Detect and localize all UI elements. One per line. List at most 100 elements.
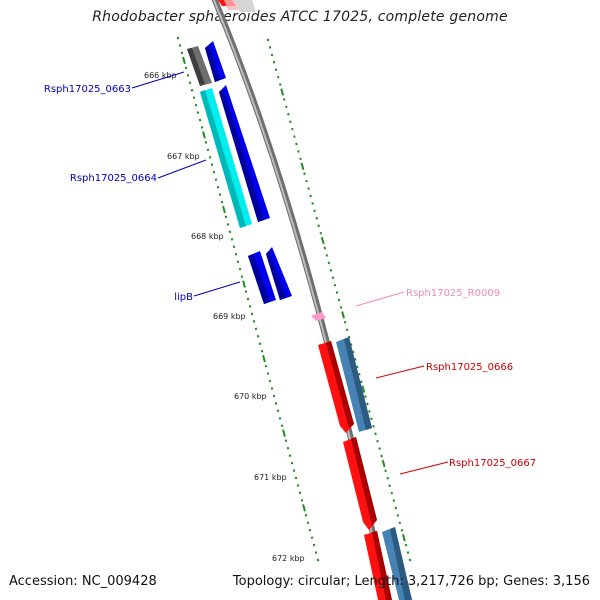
- minor-tick: [282, 98, 286, 101]
- major-tick: [361, 385, 366, 393]
- gene-feature-0663[interactable]: [205, 41, 226, 82]
- minor-tick: [204, 141, 208, 144]
- minor-tick: [300, 499, 304, 502]
- minor-tick: [293, 135, 296, 138]
- major-tick: [302, 504, 306, 512]
- tick-label: 672 kbp: [272, 554, 305, 563]
- major-tick: [262, 355, 266, 363]
- minor-tick: [291, 127, 294, 131]
- major-tick: [242, 280, 246, 288]
- gene-feature-lipB[interactable]: [266, 247, 292, 300]
- minor-tick: [236, 260, 240, 264]
- minor-tick: [372, 424, 375, 428]
- minor-tick: [232, 245, 236, 249]
- minor-tick: [376, 439, 379, 443]
- gene-label-0664[interactable]: Rsph17025_0664: [70, 173, 157, 184]
- gene-feature-grey[interactable]: [187, 46, 212, 86]
- minor-tick: [266, 38, 270, 42]
- gene-label-0667[interactable]: Rsph17025_0667: [449, 458, 536, 469]
- major-tick: [282, 429, 286, 437]
- major-tick: [202, 131, 206, 139]
- minor-tick: [313, 209, 316, 213]
- minor-tick: [266, 372, 270, 375]
- minor-tick: [309, 194, 312, 198]
- gene-feature-lipB-left[interactable]: [248, 251, 276, 304]
- minor-tick: [333, 283, 337, 287]
- gene-label-0663[interactable]: Rsph17025_0663: [44, 84, 131, 95]
- tick-label: 667 kbp: [167, 152, 200, 161]
- minor-tick: [220, 200, 224, 204]
- minor-tick: [256, 334, 260, 338]
- gene-feature-0664-cyan[interactable]: [200, 88, 252, 228]
- minor-tick: [198, 118, 202, 122]
- right-ruler: [266, 38, 412, 562]
- minor-tick: [224, 215, 228, 219]
- minor-tick: [260, 349, 264, 353]
- genome-summary-text: Topology: circular; Length: 3,217,726 bp…: [232, 574, 590, 589]
- minor-tick: [308, 528, 312, 532]
- gene-label-lipB[interactable]: lipB: [174, 292, 193, 303]
- tick-label: 669 kbp: [213, 312, 246, 321]
- tick-label: 666 kbp: [144, 71, 177, 80]
- minor-tick: [272, 60, 276, 64]
- minor-tick: [270, 387, 274, 390]
- major-tick: [280, 88, 285, 96]
- minor-tick: [178, 44, 182, 47]
- tick-label: 668 kbp: [191, 232, 224, 241]
- gene-feature-0667[interactable]: [343, 437, 377, 530]
- minor-tick: [186, 73, 190, 77]
- minor-tick: [238, 267, 242, 271]
- minor-tick: [290, 461, 294, 465]
- major-tick: [222, 205, 226, 214]
- left-ruler: [176, 36, 320, 562]
- major-tick: [300, 162, 305, 170]
- minor-tick: [380, 454, 383, 458]
- gene-feature-0664[interactable]: [219, 85, 270, 222]
- minor-tick: [406, 551, 410, 554]
- minor-tick: [306, 521, 310, 525]
- minor-tick: [310, 536, 314, 539]
- rna-feature-R0009[interactable]: [311, 312, 326, 321]
- minor-tick: [228, 230, 232, 234]
- minor-tick: [388, 484, 391, 488]
- minor-tick: [258, 342, 262, 346]
- minor-tick: [351, 350, 355, 354]
- minor-tick: [216, 185, 220, 189]
- minor-tick: [358, 372, 361, 376]
- minor-tick: [378, 447, 381, 450]
- minor-tick: [250, 312, 254, 316]
- gene-feature-0666[interactable]: [318, 341, 354, 433]
- map-title: Rhodobacter sphaeroides ATCC 17025, comp…: [92, 9, 508, 25]
- minor-tick: [297, 150, 300, 153]
- minor-tick: [316, 558, 320, 562]
- gene-feature-steelblue-2[interactable]: [382, 527, 412, 600]
- tick-label: 671 kbp: [254, 473, 287, 482]
- minor-tick: [278, 417, 282, 420]
- tick-label: 670 kbp: [234, 392, 267, 401]
- minor-tick: [356, 365, 359, 369]
- minor-tick: [212, 170, 216, 174]
- minor-tick: [289, 120, 292, 124]
- gene-feature-steelblue-1[interactable]: [336, 337, 372, 432]
- minor-tick: [329, 268, 333, 272]
- minor-tick: [323, 246, 327, 250]
- minor-tick: [299, 157, 302, 161]
- major-tick: [381, 459, 386, 468]
- gene-feature-bottom-red[interactable]: [364, 531, 392, 600]
- minor-tick: [364, 395, 367, 398]
- gene-label-0666[interactable]: Rsph17025_0666: [426, 362, 513, 373]
- minor-tick: [218, 193, 222, 196]
- minor-tick: [285, 105, 288, 109]
- minor-tick: [307, 187, 310, 190]
- minor-tick: [392, 499, 396, 502]
- gene-label-R0009[interactable]: Rsph17025_R0009: [406, 288, 500, 299]
- minor-tick: [312, 543, 316, 547]
- minor-tick: [366, 402, 369, 406]
- gene-feature-top-red[interactable]: [218, 0, 256, 12]
- minor-tick: [190, 88, 194, 92]
- minor-tick: [298, 491, 302, 495]
- minor-tick: [360, 380, 363, 384]
- minor-tick: [206, 148, 210, 152]
- kbp-labels: 666 kbp 667 kbp 668 kbp 669 kbp 670 kbp …: [144, 71, 305, 563]
- minor-tick: [327, 261, 331, 265]
